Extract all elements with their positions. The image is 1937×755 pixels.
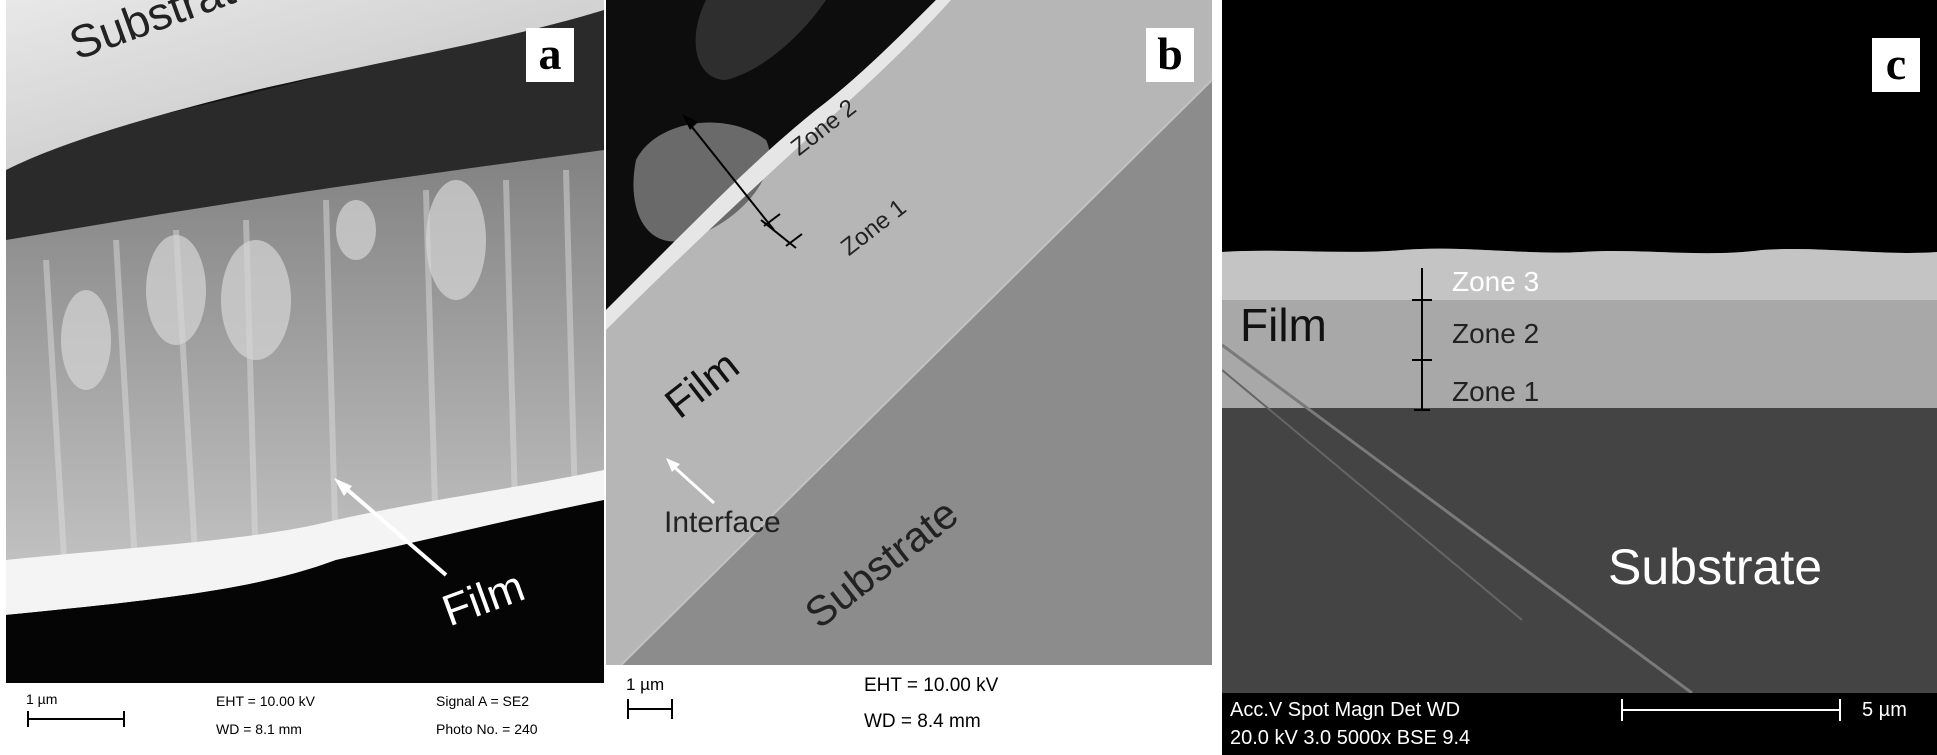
panel-a: Substrate Film a 1 µm EHT = 10.00 kV WD … <box>6 0 604 755</box>
interface-arrow <box>670 463 716 505</box>
sem-image-a <box>6 0 604 755</box>
panel-letter-c: c <box>1872 38 1920 92</box>
film-label: Film <box>1240 299 1327 351</box>
zone-3-label: Zone 3 <box>1452 266 1540 297</box>
wd-value: WD = 8.4 mm <box>864 711 981 732</box>
sem-image-c <box>1222 0 1937 755</box>
photo-number: Photo No. = 240 <box>436 721 538 737</box>
eht-value: EHT = 10.00 kV <box>216 693 315 709</box>
sem-image-b <box>606 0 1212 755</box>
info-bar-c: Acc.V Spot Magn Det WD 20.0 kV 3.0 5000x… <box>1222 693 1937 755</box>
eht-value: EHT = 10.00 kV <box>864 675 999 696</box>
wd-value: WD = 8.1 mm <box>216 721 302 737</box>
acquisition-header: Acc.V Spot Magn Det WD <box>1230 699 1461 721</box>
scale-bar <box>1621 699 1841 721</box>
zone-1-label: Zone 1 <box>1452 376 1540 407</box>
interface-label: Interface <box>664 506 781 539</box>
info-bar-b: 1 µm EHT = 10.00 kV WD = 8.4 mm <box>606 665 1212 755</box>
scale-bar-label: 1 µm <box>26 691 58 707</box>
panel-letter-b: b <box>1146 28 1194 82</box>
thickness-arrow <box>687 121 775 231</box>
scale-bar-label: 5 µm <box>1862 699 1907 721</box>
film-arrow <box>340 483 448 577</box>
substrate-label: Substrate <box>1608 539 1823 595</box>
panel-b: Zone 2 Zone 1 Film Substrate Interface b… <box>606 0 1212 755</box>
panel-c: Film Zone 3 Zone 2 Zone 1 Substrate c Ac… <box>1222 0 1937 755</box>
acquisition-values: 20.0 kV 3.0 5000x BSE 9.4 <box>1230 727 1471 749</box>
signal-value: Signal A = SE2 <box>436 693 530 709</box>
panel-letter-a: a <box>526 28 574 82</box>
scale-bar <box>27 711 125 727</box>
info-bar-a: 1 µm EHT = 10.00 kV WD = 8.1 mm Signal A… <box>6 683 604 755</box>
scale-bar-label: 1 µm <box>626 675 665 694</box>
scale-bar <box>627 699 673 719</box>
zone-2-label: Zone 2 <box>1452 318 1540 349</box>
